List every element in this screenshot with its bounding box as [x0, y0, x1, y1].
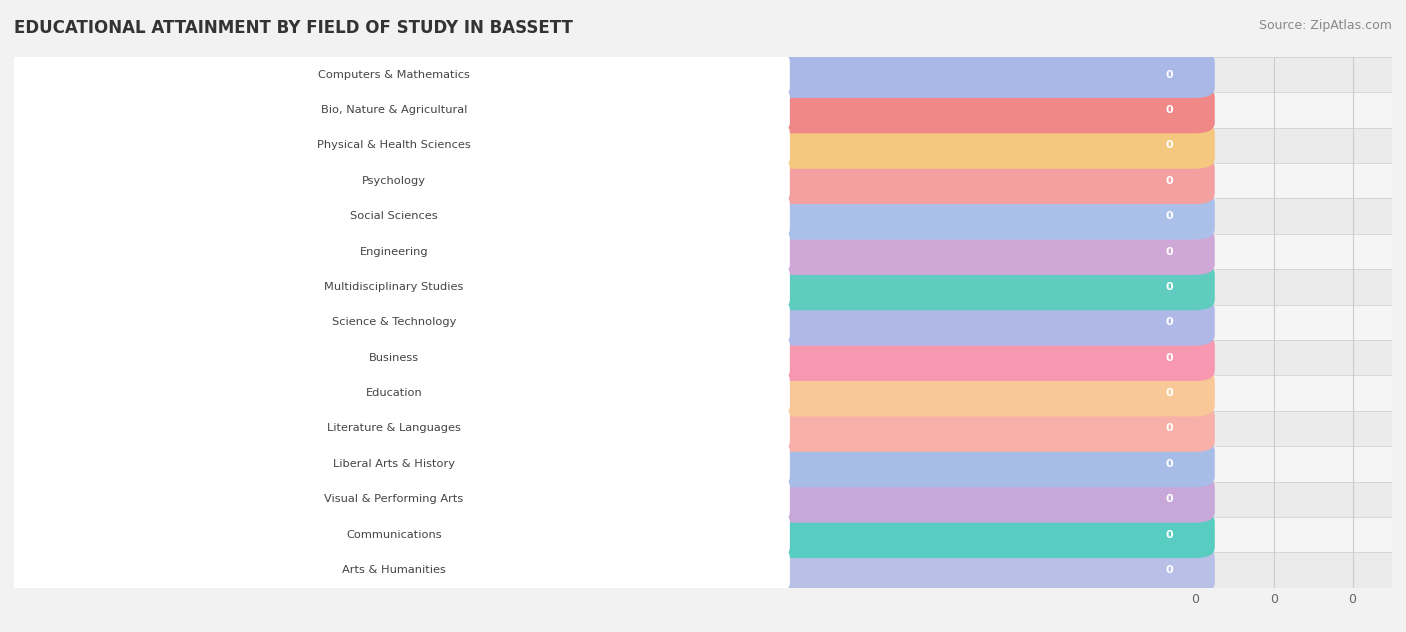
Bar: [14, 340, 1392, 375]
Text: Computers & Mathematics: Computers & Mathematics: [318, 70, 470, 80]
FancyBboxPatch shape: [14, 441, 1215, 487]
Text: Literature & Languages: Literature & Languages: [326, 423, 461, 434]
Text: 0: 0: [1166, 388, 1173, 398]
FancyBboxPatch shape: [14, 547, 1215, 593]
FancyBboxPatch shape: [14, 264, 1215, 310]
Text: Liberal Arts & History: Liberal Arts & History: [333, 459, 454, 469]
FancyBboxPatch shape: [14, 193, 1215, 240]
Text: 0: 0: [1166, 494, 1173, 504]
Text: 0: 0: [1166, 317, 1173, 327]
FancyBboxPatch shape: [11, 228, 790, 275]
FancyBboxPatch shape: [14, 228, 1215, 275]
Text: Multidisciplinary Studies: Multidisciplinary Studies: [323, 282, 464, 292]
Bar: [14, 482, 1392, 517]
FancyBboxPatch shape: [14, 370, 1215, 416]
Text: Business: Business: [368, 353, 419, 363]
FancyBboxPatch shape: [11, 547, 790, 593]
FancyBboxPatch shape: [14, 122, 1215, 169]
FancyBboxPatch shape: [11, 370, 790, 416]
Text: 0: 0: [1166, 176, 1173, 186]
Bar: [14, 269, 1392, 305]
FancyBboxPatch shape: [11, 87, 790, 133]
Bar: [14, 128, 1392, 163]
Text: 0: 0: [1166, 246, 1173, 257]
FancyBboxPatch shape: [11, 511, 790, 558]
FancyBboxPatch shape: [11, 441, 790, 487]
FancyBboxPatch shape: [14, 511, 1215, 558]
Text: 0: 0: [1166, 353, 1173, 363]
Text: 0: 0: [1166, 459, 1173, 469]
Bar: [14, 305, 1392, 340]
FancyBboxPatch shape: [11, 299, 790, 346]
Text: Source: ZipAtlas.com: Source: ZipAtlas.com: [1258, 19, 1392, 32]
Text: Science & Technology: Science & Technology: [332, 317, 456, 327]
Text: Social Sciences: Social Sciences: [350, 211, 437, 221]
Bar: [14, 57, 1392, 92]
Bar: [14, 446, 1392, 482]
Text: 0: 0: [1166, 423, 1173, 434]
FancyBboxPatch shape: [14, 405, 1215, 452]
Text: Communications: Communications: [346, 530, 441, 540]
Text: Education: Education: [366, 388, 422, 398]
Text: 0: 0: [1166, 105, 1173, 115]
Bar: [14, 163, 1392, 198]
FancyBboxPatch shape: [11, 334, 790, 381]
Text: Psychology: Psychology: [361, 176, 426, 186]
Text: 0: 0: [1166, 211, 1173, 221]
Bar: [14, 234, 1392, 269]
Text: EDUCATIONAL ATTAINMENT BY FIELD OF STUDY IN BASSETT: EDUCATIONAL ATTAINMENT BY FIELD OF STUDY…: [14, 19, 572, 37]
FancyBboxPatch shape: [11, 193, 790, 240]
FancyBboxPatch shape: [14, 157, 1215, 204]
FancyBboxPatch shape: [14, 476, 1215, 523]
Text: 0: 0: [1166, 530, 1173, 540]
FancyBboxPatch shape: [11, 476, 790, 523]
Text: 0: 0: [1166, 565, 1173, 575]
Bar: [14, 552, 1392, 588]
FancyBboxPatch shape: [14, 334, 1215, 381]
Text: Bio, Nature & Agricultural: Bio, Nature & Agricultural: [321, 105, 467, 115]
Text: 0: 0: [1166, 70, 1173, 80]
Text: Engineering: Engineering: [360, 246, 427, 257]
FancyBboxPatch shape: [14, 299, 1215, 346]
Text: 0: 0: [1166, 282, 1173, 292]
Bar: [14, 375, 1392, 411]
FancyBboxPatch shape: [11, 122, 790, 169]
Bar: [14, 198, 1392, 234]
FancyBboxPatch shape: [11, 264, 790, 310]
FancyBboxPatch shape: [11, 405, 790, 452]
FancyBboxPatch shape: [11, 157, 790, 204]
FancyBboxPatch shape: [14, 87, 1215, 133]
Bar: [14, 411, 1392, 446]
Text: Physical & Health Sciences: Physical & Health Sciences: [316, 140, 471, 150]
FancyBboxPatch shape: [11, 51, 790, 98]
Text: 0: 0: [1166, 140, 1173, 150]
Text: Arts & Humanities: Arts & Humanities: [342, 565, 446, 575]
Text: Visual & Performing Arts: Visual & Performing Arts: [325, 494, 464, 504]
Bar: [14, 92, 1392, 128]
FancyBboxPatch shape: [14, 51, 1215, 98]
Bar: [14, 517, 1392, 552]
